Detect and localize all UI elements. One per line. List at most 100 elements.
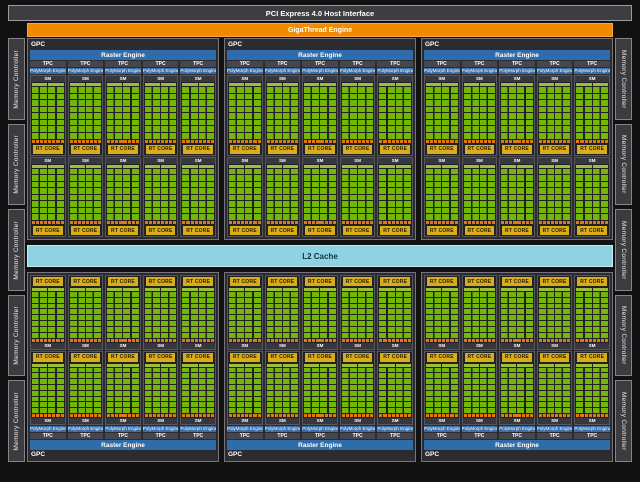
cuda-core-row bbox=[182, 214, 198, 220]
polymorph-engine-label: PolyMorph Engine bbox=[30, 68, 66, 74]
ldst-unit bbox=[505, 221, 509, 224]
cuda-core-row bbox=[107, 384, 123, 390]
ldst-unit bbox=[588, 414, 592, 417]
cuda-core-row bbox=[107, 332, 123, 338]
ldst-unit bbox=[399, 221, 403, 224]
ldst-unit bbox=[190, 139, 194, 143]
ldst-unit bbox=[430, 139, 434, 143]
cuda-core-row bbox=[320, 175, 336, 181]
ldst-unit bbox=[592, 414, 596, 417]
cuda-core-row bbox=[501, 292, 517, 297]
cuda-core-row bbox=[198, 119, 214, 126]
scheduler-strip bbox=[341, 288, 358, 291]
raster-engine-bar: Raster Engine bbox=[30, 440, 216, 450]
scheduler-strip bbox=[229, 83, 245, 86]
cuda-core-row bbox=[341, 126, 358, 132]
ldst-unit bbox=[270, 139, 274, 143]
cuda-core-row bbox=[182, 303, 198, 309]
ldst-row bbox=[32, 221, 48, 224]
ldst-unit bbox=[555, 139, 559, 143]
cuda-core-row bbox=[304, 87, 320, 93]
ldst-unit bbox=[407, 338, 411, 342]
ldst-unit bbox=[475, 221, 479, 224]
scheduler-strip bbox=[379, 83, 395, 86]
cuda-core-row bbox=[282, 326, 299, 332]
cuda-core-row bbox=[161, 181, 177, 188]
cuda-core-row bbox=[85, 175, 102, 181]
processing-block bbox=[426, 363, 442, 417]
sm-label: SM bbox=[462, 157, 497, 164]
ldst-unit bbox=[383, 139, 387, 143]
scheduler-strip bbox=[395, 363, 411, 367]
scheduler-strip bbox=[341, 83, 358, 86]
ldst-unit bbox=[241, 414, 245, 417]
ldst-unit bbox=[450, 414, 454, 417]
ldst-unit bbox=[85, 221, 89, 224]
ldst-row bbox=[198, 139, 214, 143]
cuda-core-row bbox=[245, 384, 261, 390]
cuda-core-row bbox=[182, 100, 198, 106]
ldst-unit bbox=[148, 221, 152, 224]
cuda-core-row bbox=[85, 113, 102, 119]
cuda-core-row bbox=[442, 113, 458, 119]
cuda-core-row bbox=[48, 384, 64, 390]
ldst-unit bbox=[467, 414, 471, 417]
ldst-unit bbox=[509, 221, 513, 224]
rt-core: RT CORE bbox=[305, 226, 335, 235]
cuda-core-row bbox=[379, 402, 395, 408]
cuda-core-row bbox=[358, 93, 374, 100]
sm-core-grid bbox=[144, 164, 178, 226]
cuda-core-row bbox=[426, 390, 442, 396]
cuda-core-row bbox=[304, 175, 320, 181]
rt-core: RT CORE bbox=[464, 277, 495, 286]
cuda-core-row bbox=[501, 126, 517, 132]
ldst-unit bbox=[592, 221, 596, 224]
cuda-core-row bbox=[479, 93, 496, 100]
scheduler-strip bbox=[48, 164, 64, 168]
cuda-core-row bbox=[395, 309, 411, 315]
cuda-core-row bbox=[517, 100, 533, 106]
polymorph-engine-label: PolyMorph Engine bbox=[67, 68, 104, 74]
ldst-unit bbox=[69, 221, 73, 224]
cuda-core-row bbox=[442, 207, 458, 214]
cuda-core-row bbox=[538, 396, 555, 402]
sm-label: SM bbox=[340, 76, 375, 82]
ldst-unit bbox=[44, 221, 48, 224]
cuda-core-row bbox=[69, 207, 85, 214]
cuda-core-row bbox=[463, 367, 479, 373]
scheduler-strip bbox=[395, 288, 411, 291]
ldst-unit bbox=[253, 414, 257, 417]
ldst-unit bbox=[148, 414, 152, 417]
cuda-core-row bbox=[592, 332, 608, 338]
sm-label: SM bbox=[500, 342, 534, 349]
ldst-unit bbox=[546, 221, 551, 224]
ldst-unit bbox=[328, 139, 332, 143]
scheduler-strip bbox=[358, 288, 374, 291]
rt-core: RT CORE bbox=[427, 144, 457, 154]
tpc: RT CORE SM RT CORE SM PolyMorph Engine TPC bbox=[180, 275, 216, 439]
sm-label: SM bbox=[378, 157, 412, 164]
cuda-core-row bbox=[341, 132, 358, 139]
cuda-core-row bbox=[48, 194, 64, 201]
cuda-core-row bbox=[395, 390, 411, 396]
cuda-core-row bbox=[69, 126, 85, 132]
rt-core: RT CORE bbox=[380, 352, 410, 362]
ldst-unit bbox=[257, 414, 261, 417]
cuda-core-row bbox=[442, 93, 458, 100]
cuda-core-row bbox=[85, 87, 102, 93]
ldst-row bbox=[592, 414, 608, 417]
cuda-core-row bbox=[48, 379, 64, 384]
sm-core-grid bbox=[106, 164, 140, 226]
cuda-core-row bbox=[341, 396, 358, 402]
cuda-core-row bbox=[379, 106, 395, 113]
sm-block: RT CORE SM bbox=[574, 275, 610, 350]
cuda-core-row bbox=[395, 379, 411, 384]
cuda-core-row bbox=[426, 408, 442, 413]
cuda-core-row bbox=[442, 332, 458, 338]
cuda-core-row bbox=[161, 297, 177, 303]
cuda-core-row bbox=[501, 168, 517, 175]
raster-engine-bar: Raster Engine bbox=[227, 440, 413, 450]
processing-block bbox=[144, 288, 161, 342]
ldst-unit bbox=[567, 338, 571, 342]
cuda-core-row bbox=[426, 315, 442, 321]
